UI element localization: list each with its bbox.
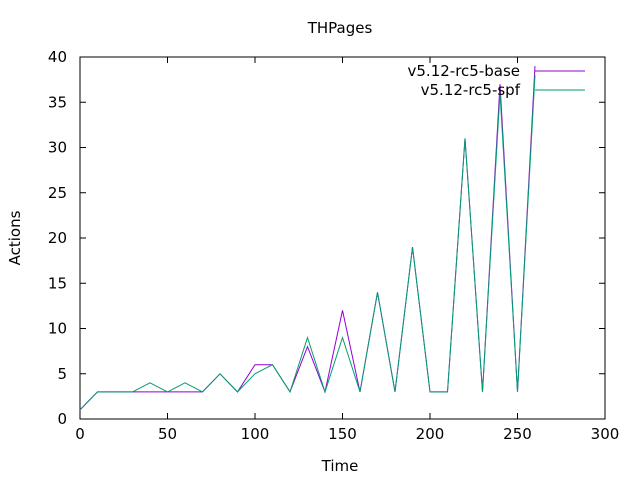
series-line-1 [79, 75, 536, 411]
legend-label: v5.12-rc5-spf [421, 81, 521, 99]
x-tick-label: 50 [158, 425, 177, 443]
y-tick-label: 25 [48, 184, 67, 202]
x-tick-label: 200 [416, 425, 445, 443]
y-tick-label: 35 [48, 93, 67, 111]
y-tick-label: 30 [48, 139, 67, 157]
series-line-0 [79, 66, 536, 411]
series-layer [79, 66, 536, 411]
chart-title: THPages [307, 19, 373, 37]
y-axis-label: Actions [6, 210, 24, 265]
y-tick-label: 10 [48, 320, 67, 338]
axis-ticks: 0 50 100 150 200 250 300 0 5 10 15 20 25 30 35 40 [48, 48, 619, 443]
x-axis-label: Time [321, 457, 359, 475]
y-tick-label: 20 [48, 229, 67, 247]
x-tick-label: 100 [241, 425, 270, 443]
y-tick-label: 0 [57, 410, 67, 428]
y-tick-label: 15 [48, 274, 67, 292]
x-tick-label: 0 [75, 425, 85, 443]
x-tick-label: 250 [503, 425, 532, 443]
y-tick-label: 5 [57, 365, 67, 383]
x-tick-label: 150 [328, 425, 357, 443]
y-tick-label: 40 [48, 48, 67, 66]
x-tick-label: 300 [591, 425, 620, 443]
legend-label: v5.12-rc5-base [408, 62, 521, 80]
